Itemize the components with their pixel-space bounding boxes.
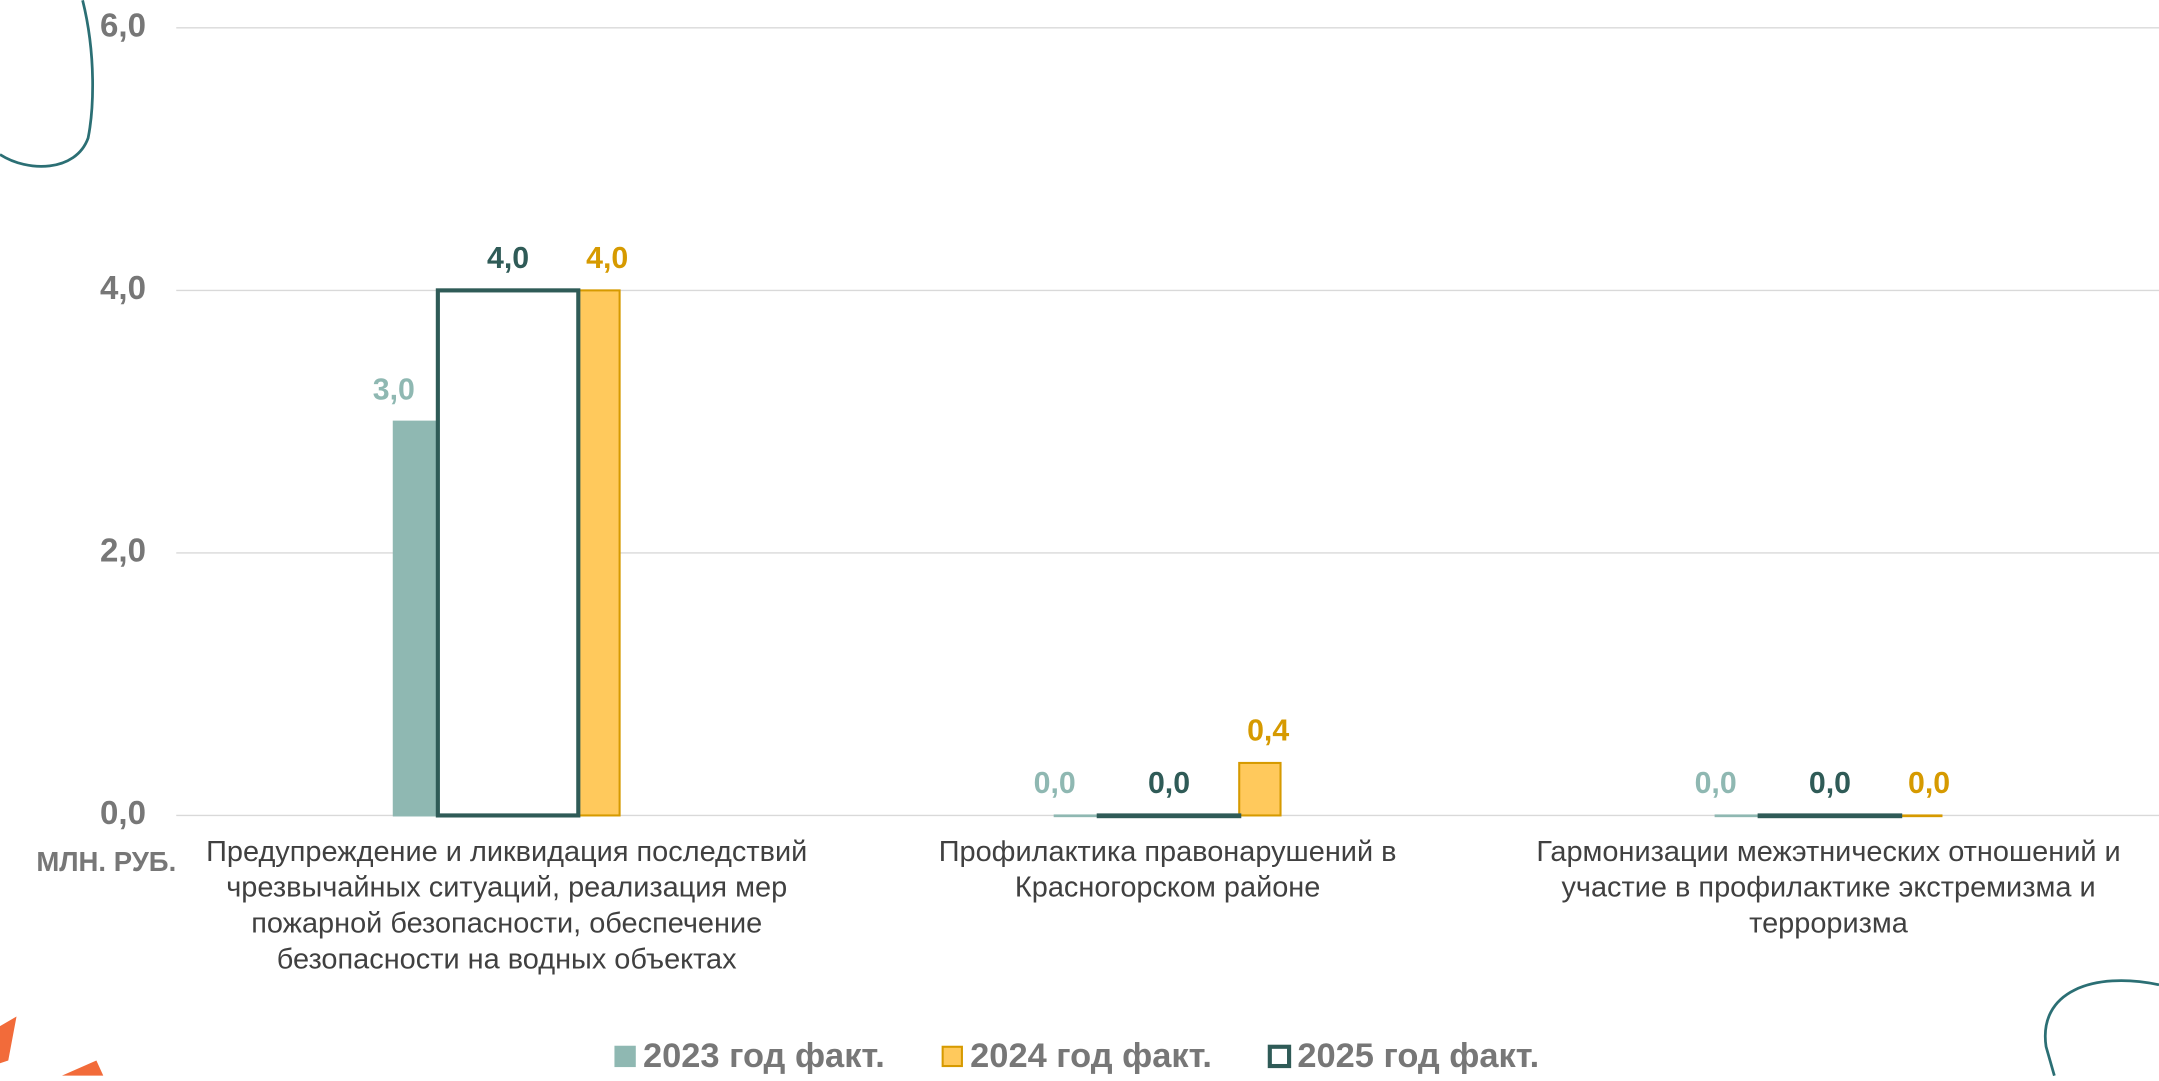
x-tick-label: Гармонизации межэтнических отношений и у…	[1536, 836, 2121, 940]
legend-swatch	[941, 1045, 963, 1068]
data-label: 3,0	[373, 373, 415, 406]
decoration	[2043, 979, 2159, 1077]
y-axis-label: МЛН. РУБ.	[36, 846, 176, 877]
data-label: 4,0	[586, 242, 628, 275]
x-tick-label: Профилактика правонарушений в Красногорс…	[938, 836, 1397, 904]
decoration	[0, 0, 94, 168]
x-tick-label-box: Профилактика правонарушений в Красногорс…	[938, 836, 1397, 904]
bar	[577, 289, 621, 817]
data-label: 0,0	[1695, 767, 1737, 800]
x-tick-label: Предупреждение и ликвидация последствий …	[206, 836, 808, 976]
y-tick-label: 6,0	[100, 8, 146, 45]
bar	[435, 288, 581, 818]
bar	[1899, 814, 1943, 818]
decoration	[0, 1016, 104, 1076]
x-tick-label-box: Предупреждение и ликвидация последствий …	[206, 836, 808, 976]
data-label: 0,0	[1148, 767, 1190, 800]
x-tick-label-box: Гармонизации межэтнических отношений и у…	[1536, 836, 2121, 940]
legend-label: 2023 год факт.	[643, 1037, 885, 1075]
bar	[1053, 814, 1100, 818]
legend-swatch	[614, 1045, 636, 1068]
bar	[1238, 761, 1282, 817]
data-label: 0,4	[1247, 715, 1289, 748]
bar	[1757, 813, 1903, 819]
data-label: 4,0	[487, 242, 529, 275]
y-tick-label: 2,0	[100, 533, 146, 570]
data-label: 0,0	[1809, 767, 1851, 800]
y-tick-label: 4,0	[100, 270, 146, 307]
legend-label: 2024 год факт.	[970, 1037, 1212, 1075]
bar	[1096, 813, 1242, 819]
bar	[392, 420, 439, 817]
legend-label: 2025 год факт.	[1297, 1037, 1539, 1075]
bar	[1714, 814, 1761, 818]
y-tick-label: 0,0	[100, 795, 146, 832]
data-label: 0,0	[1034, 767, 1076, 800]
data-label: 0,0	[1908, 767, 1950, 800]
legend-swatch	[1267, 1044, 1292, 1069]
